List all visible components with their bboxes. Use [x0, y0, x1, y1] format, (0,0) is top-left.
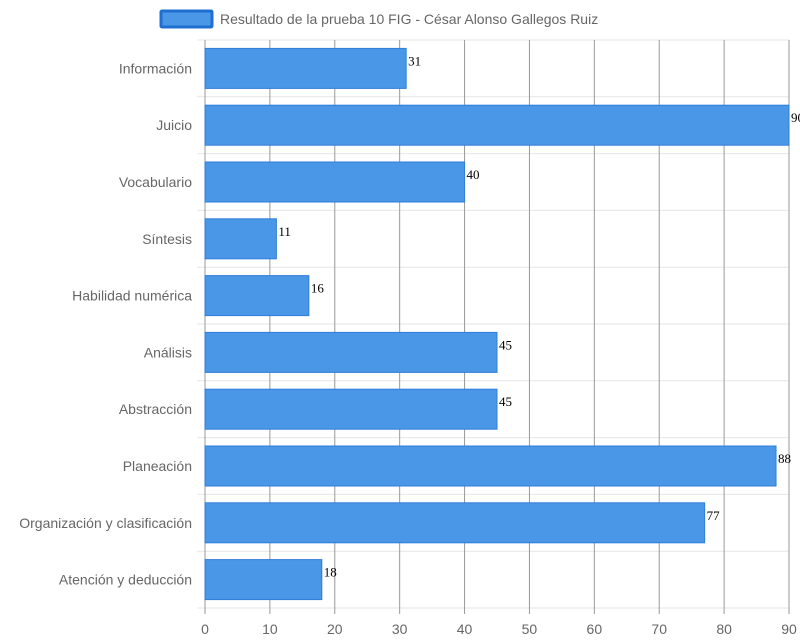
- data-value-label: 31: [408, 53, 421, 68]
- x-tick-label: 90: [781, 621, 797, 637]
- legend-label: Resultado de la prueba 10 FIG - César Al…: [220, 11, 598, 27]
- legend-swatch: [159, 9, 214, 29]
- data-value-label: 16: [311, 281, 325, 296]
- x-tick-label: 30: [392, 621, 408, 637]
- bar[interactable]: [204, 559, 323, 601]
- bar[interactable]: [204, 104, 790, 146]
- bars: [204, 47, 790, 601]
- bar[interactable]: [204, 161, 466, 203]
- data-value-label: 45: [499, 337, 512, 352]
- data-value-label: 11: [278, 224, 291, 239]
- data-labels: 31 90 40 11 16 45 45 88 77 18: [278, 53, 800, 579]
- category-label: Habilidad numérica: [72, 288, 192, 304]
- data-value-label: 40: [467, 167, 480, 182]
- x-tick-label: 60: [587, 621, 603, 637]
- bar[interactable]: [204, 445, 777, 487]
- category-label: Atención y deducción: [59, 572, 192, 588]
- bar[interactable]: [204, 331, 498, 373]
- value-axis-labels: 0 10 20 30 40 50 60 70 80 90: [201, 621, 797, 637]
- x-tick-label: 0: [201, 621, 209, 637]
- x-tick-label: 10: [262, 621, 278, 637]
- x-tick-label: 80: [716, 621, 732, 637]
- data-value-label: 45: [499, 394, 512, 409]
- category-label: Síntesis: [142, 231, 192, 247]
- data-value-label: 77: [707, 508, 721, 523]
- x-tick-label: 40: [457, 621, 473, 637]
- bar[interactable]: [204, 218, 277, 260]
- category-label: Abstracción: [119, 401, 192, 417]
- category-label: Organización y clasificación: [19, 515, 192, 531]
- x-tick-label: 50: [522, 621, 538, 637]
- category-label: Análisis: [144, 344, 192, 360]
- bar[interactable]: [204, 388, 498, 430]
- data-value-label: 18: [324, 565, 337, 580]
- legend[interactable]: Resultado de la prueba 10 FIG - César Al…: [159, 9, 598, 29]
- category-gridlines: [197, 39, 789, 609]
- category-axis-labels: Información Juicio Vocabulario Síntesis Habi…: [19, 60, 192, 587]
- data-value-label: 88: [778, 451, 791, 466]
- x-tick-label: 70: [651, 621, 667, 637]
- data-value-label: 90: [791, 110, 800, 125]
- bar[interactable]: [204, 47, 407, 89]
- bar[interactable]: [204, 502, 706, 544]
- category-label: Vocabulario: [119, 174, 192, 190]
- category-label: Juicio: [156, 117, 192, 133]
- bar[interactable]: [204, 275, 310, 317]
- category-label: Planeación: [123, 458, 192, 474]
- x-tick-label: 20: [327, 621, 343, 637]
- category-label: Información: [119, 60, 192, 76]
